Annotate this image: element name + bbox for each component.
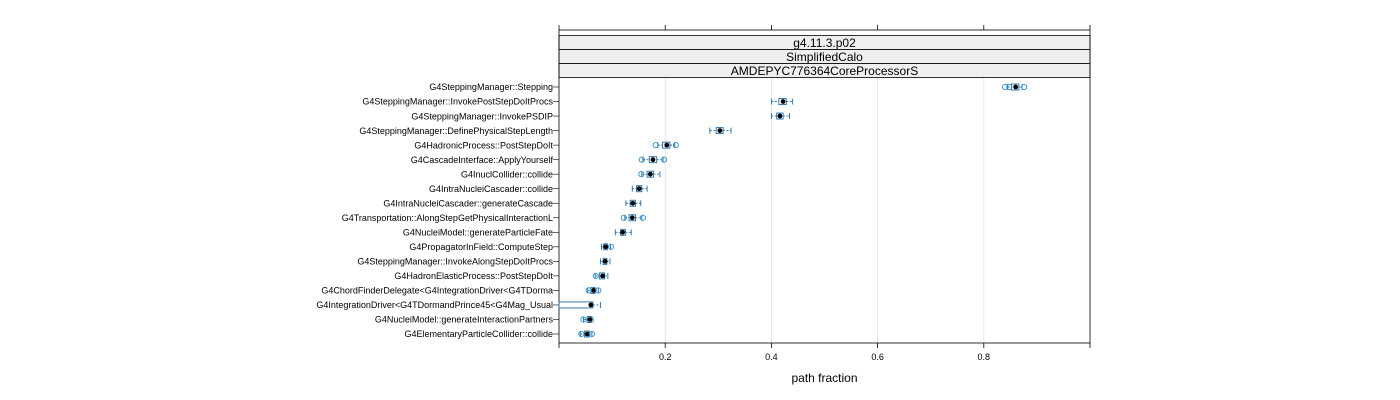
outlier-point: [1021, 83, 1028, 91]
category-label: G4PropagatorInField::ComputeStep: [409, 242, 553, 252]
category-label: G4ElementaryParticleCollider::collide: [404, 329, 553, 339]
box-plot: [709, 127, 732, 135]
outlier-point: [578, 330, 585, 338]
box-plot: [585, 286, 602, 294]
box-plot: [770, 98, 794, 105]
box-plot: [1001, 83, 1028, 91]
median-dot: [650, 157, 656, 163]
x-tick-label: 0.4: [765, 352, 778, 362]
category-label: G4ChordFinderDelegate<G4IntegrationDrive…: [321, 286, 553, 296]
category-label: G4IntegrationDriver<G4TDormandPrince45<G…: [316, 300, 553, 310]
category-label: G4SteppingManager::InvokeAlongStepDoItPr…: [357, 257, 553, 267]
median-dot: [780, 99, 786, 104]
box-plot: [770, 112, 790, 120]
median-dot: [603, 244, 609, 250]
box-iqr: [662, 141, 671, 149]
x-axis: 0.2 0.4 0.6 0.8: [558, 25, 1091, 362]
outlier-point: [607, 243, 615, 250]
box-plot: [652, 141, 679, 149]
median-dot: [629, 215, 635, 221]
median-dot: [600, 273, 605, 279]
grid-lines: [664, 78, 985, 343]
median-dot: [587, 317, 593, 322]
median-dot: [1013, 84, 1019, 90]
box-plot: [558, 301, 601, 309]
x-axis-title: path fraction: [791, 371, 857, 385]
box-iqr: [778, 98, 787, 105]
box-plot: [601, 243, 615, 251]
box-iqr: [776, 112, 784, 120]
category-label: G4SteppingManager::InvokePSDIP: [411, 111, 553, 121]
plot-frame: [558, 29, 1091, 344]
box-iqr: [1010, 83, 1020, 91]
median-dot: [630, 200, 636, 206]
outlier-point: [638, 156, 645, 163]
x-tick-label: 0.2: [659, 352, 672, 362]
box-plot: [580, 316, 594, 323]
category-label: G4SteppingManager::DefinePhysicalStepLen…: [359, 126, 553, 136]
outlier-point: [1001, 83, 1009, 91]
median-dot: [584, 331, 590, 337]
median-dot: [588, 302, 594, 308]
box-iqr: [648, 156, 658, 164]
median-dot: [717, 128, 723, 133]
box-iqr: [629, 199, 636, 207]
strip-title-3: AMDEPYC776364CoreProcessorS: [731, 64, 918, 78]
category-label: G4InuclCollider::collide: [461, 169, 553, 179]
x-tick-label: 0.6: [871, 352, 884, 362]
category-label: G4HadronElasticProcess::PostStepDoIt: [394, 271, 553, 281]
outlier-point: [672, 142, 679, 149]
outlier-point: [638, 171, 645, 178]
box-iqr: [628, 214, 636, 222]
median-dot: [620, 229, 626, 235]
box-plot: [578, 330, 595, 338]
category-labels: G4SteppingManager::SteppingG4SteppingMan…: [316, 82, 559, 339]
category-label: G4Transportation::AlongStepGetPhysicalIn…: [342, 213, 553, 223]
strip-title-2: SimplifiedCalo: [786, 50, 863, 64]
box-plot: [631, 185, 648, 193]
box-plot: [592, 272, 609, 280]
median-dot: [777, 113, 783, 119]
median-dot: [647, 171, 653, 177]
box-iqr: [715, 127, 724, 135]
median-dot: [636, 186, 642, 192]
outlier-point: [620, 214, 627, 221]
category-label: G4HadronicProcess::PostStepDoIt: [414, 140, 553, 150]
category-label: G4CascadeInterface::ApplyYourself: [411, 155, 554, 165]
strip-title-1: g4.11.3.p02: [793, 36, 856, 50]
box-iqr: [558, 301, 594, 309]
median-dot: [664, 142, 670, 148]
outlier-point: [588, 330, 595, 338]
box-plots: [558, 83, 1028, 338]
category-label: G4NucleiModel::generateParticleFate: [403, 228, 553, 238]
outlier-point: [592, 272, 599, 279]
outlier-point: [580, 316, 587, 323]
box-plot: [599, 257, 611, 265]
outlier-point: [661, 156, 668, 163]
category-label: G4SteppingManager::Stepping: [429, 82, 553, 92]
outlier-point: [1006, 83, 1013, 91]
x-tick-label: 0.8: [978, 352, 991, 362]
category-label: G4IntraNucleiCascader::generateCascade: [383, 198, 553, 208]
box-plot: [638, 170, 661, 178]
category-label: G4IntraNucleiCascader::collide: [429, 184, 553, 194]
outlier-point: [585, 287, 592, 294]
outlier-point: [595, 287, 602, 294]
median-dot: [602, 258, 608, 264]
median-dot: [591, 288, 596, 293]
outlier-point: [652, 142, 659, 149]
box-plot: [620, 214, 646, 222]
category-label: G4SteppingManager::InvokePostStepDoItPro…: [362, 97, 553, 107]
box-iqr: [646, 170, 654, 178]
category-label: G4NucleiModel::generateInteractionPartne…: [375, 315, 554, 325]
strip-header: g4.11.3.p02 SimplifiedCalo AMDEPYC776364…: [558, 35, 1091, 78]
box-plot: [638, 156, 668, 164]
box-plot: [625, 199, 642, 207]
box-iqr: [636, 185, 643, 193]
box-plot: [614, 228, 632, 236]
outlier-point: [639, 214, 646, 221]
